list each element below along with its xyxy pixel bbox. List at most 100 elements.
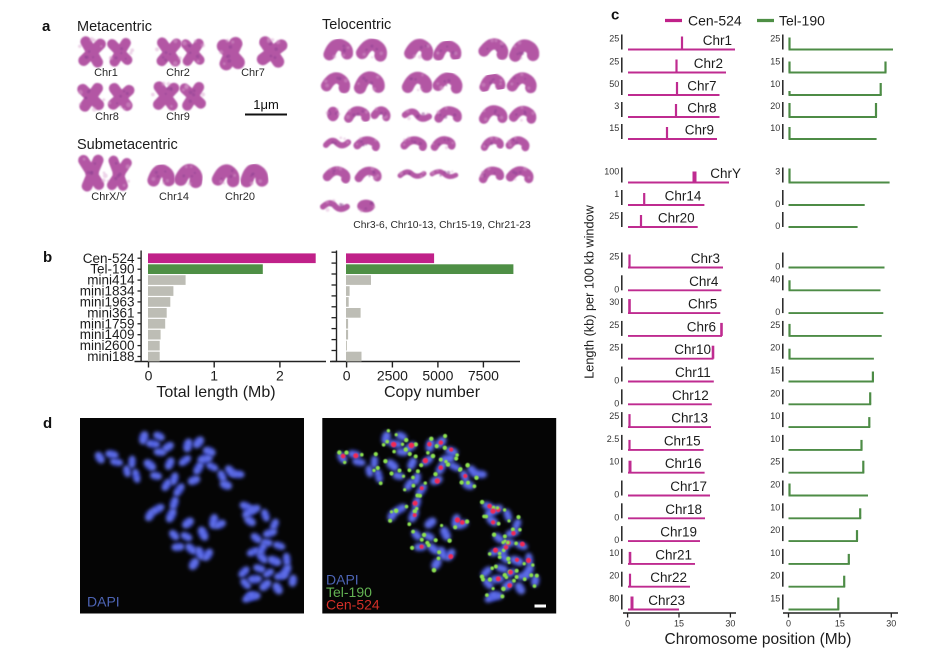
svg-text:Telocentric: Telocentric [322, 17, 391, 33]
svg-text:25: 25 [609, 320, 619, 330]
svg-text:b: b [43, 249, 52, 266]
svg-text:25: 25 [609, 411, 619, 421]
svg-text:Chr14: Chr14 [665, 189, 702, 204]
svg-text:Chr11: Chr11 [675, 365, 711, 380]
svg-text:Tel-190: Tel-190 [779, 13, 825, 29]
svg-text:Chr14: Chr14 [159, 191, 189, 203]
svg-text:20: 20 [770, 525, 780, 535]
svg-text:0: 0 [614, 376, 619, 386]
svg-text:25: 25 [609, 211, 619, 221]
svg-text:mini1759: mini1759 [80, 316, 135, 331]
svg-text:Chr15: Chr15 [664, 433, 701, 448]
svg-text:mini1963: mini1963 [80, 294, 135, 309]
svg-text:0: 0 [775, 221, 780, 231]
svg-text:10: 10 [609, 457, 619, 467]
svg-text:Chr4: Chr4 [689, 274, 719, 289]
svg-text:0: 0 [775, 199, 780, 209]
svg-text:0: 0 [775, 262, 780, 272]
svg-text:1μm: 1μm [253, 97, 279, 112]
svg-text:20: 20 [770, 343, 780, 353]
svg-text:2.5: 2.5 [607, 434, 620, 444]
svg-text:10: 10 [770, 548, 780, 558]
svg-text:Metacentric: Metacentric [77, 19, 152, 35]
svg-text:ChrX/Y: ChrX/Y [91, 191, 127, 203]
svg-text:Chr22: Chr22 [650, 570, 687, 585]
svg-text:20: 20 [770, 571, 780, 581]
svg-text:d: d [43, 415, 52, 432]
svg-text:Chr17: Chr17 [670, 479, 707, 494]
svg-text:1: 1 [210, 368, 218, 384]
svg-text:Chr8: Chr8 [95, 111, 119, 123]
svg-text:Chr13: Chr13 [671, 411, 708, 426]
svg-text:0: 0 [775, 307, 780, 317]
svg-text:Chr3: Chr3 [691, 251, 720, 266]
svg-text:5000: 5000 [422, 368, 453, 384]
svg-text:Chr9: Chr9 [166, 111, 190, 123]
svg-text:mini414: mini414 [87, 273, 135, 288]
svg-text:1: 1 [614, 189, 619, 199]
svg-text:20: 20 [770, 101, 780, 111]
svg-text:0: 0 [343, 368, 351, 384]
svg-text:3: 3 [775, 167, 780, 177]
svg-text:0: 0 [786, 619, 791, 629]
svg-text:Chr23: Chr23 [648, 593, 685, 608]
svg-text:Tel-190: Tel-190 [90, 262, 134, 277]
svg-text:Chr10: Chr10 [674, 342, 711, 357]
svg-text:7500: 7500 [468, 368, 499, 384]
svg-text:10: 10 [770, 434, 780, 444]
svg-text:2500: 2500 [377, 368, 408, 384]
svg-text:Total length (Mb): Total length (Mb) [156, 384, 275, 401]
svg-text:Length (kb) per 100 kb window: Length (kb) per 100 kb window [583, 204, 597, 378]
svg-text:10: 10 [770, 411, 780, 421]
svg-text:80: 80 [609, 594, 619, 604]
svg-text:25: 25 [609, 57, 619, 67]
svg-text:Chr21: Chr21 [655, 547, 692, 562]
svg-text:Cen-524: Cen-524 [326, 597, 380, 613]
svg-text:0: 0 [614, 398, 619, 408]
svg-text:Chr7: Chr7 [687, 79, 716, 94]
svg-text:Chr3-6, Chr10-13, Chr15-19, Ch: Chr3-6, Chr10-13, Chr15-19, Chr21-23 [353, 220, 531, 231]
svg-text:25: 25 [770, 34, 780, 44]
svg-text:20: 20 [770, 388, 780, 398]
svg-text:30: 30 [609, 297, 619, 307]
svg-text:0: 0 [614, 512, 619, 522]
svg-text:Chr18: Chr18 [665, 502, 702, 517]
svg-text:0: 0 [614, 490, 619, 500]
svg-text:Chr5: Chr5 [688, 297, 717, 312]
svg-text:DAPI: DAPI [87, 594, 120, 610]
svg-text:a: a [42, 18, 51, 35]
svg-text:25: 25 [609, 34, 619, 44]
svg-text:25: 25 [609, 343, 619, 353]
svg-text:100: 100 [604, 167, 619, 177]
svg-text:mini361: mini361 [87, 305, 134, 320]
svg-text:25: 25 [609, 252, 619, 262]
svg-text:50: 50 [609, 79, 619, 89]
svg-text:Chr9: Chr9 [685, 123, 714, 138]
svg-text:Chr7: Chr7 [241, 67, 265, 79]
svg-text:2: 2 [276, 368, 284, 384]
svg-text:15: 15 [770, 57, 780, 67]
svg-text:30: 30 [725, 619, 735, 629]
svg-text:20: 20 [770, 480, 780, 490]
svg-text:15: 15 [609, 123, 619, 133]
svg-text:15: 15 [770, 594, 780, 604]
svg-text:10: 10 [609, 548, 619, 558]
svg-text:15: 15 [770, 366, 780, 376]
svg-text:Chr1: Chr1 [703, 33, 732, 48]
svg-text:ChrY: ChrY [710, 166, 741, 181]
svg-text:c: c [611, 7, 619, 24]
svg-text:15: 15 [835, 619, 845, 629]
svg-text:Cen-524: Cen-524 [83, 251, 135, 266]
svg-text:Chromosome position (Mb): Chromosome position (Mb) [665, 631, 852, 648]
svg-text:0: 0 [145, 368, 153, 384]
svg-text:Chr20: Chr20 [658, 211, 695, 226]
svg-text:10: 10 [770, 123, 780, 133]
svg-text:15: 15 [674, 619, 684, 629]
svg-text:10: 10 [770, 502, 780, 512]
svg-text:0: 0 [614, 535, 619, 545]
svg-text:Chr16: Chr16 [665, 456, 702, 471]
svg-text:Copy number: Copy number [384, 384, 481, 401]
svg-text:mini1409: mini1409 [80, 327, 135, 342]
svg-text:0: 0 [614, 284, 619, 294]
svg-text:Chr19: Chr19 [660, 525, 697, 540]
